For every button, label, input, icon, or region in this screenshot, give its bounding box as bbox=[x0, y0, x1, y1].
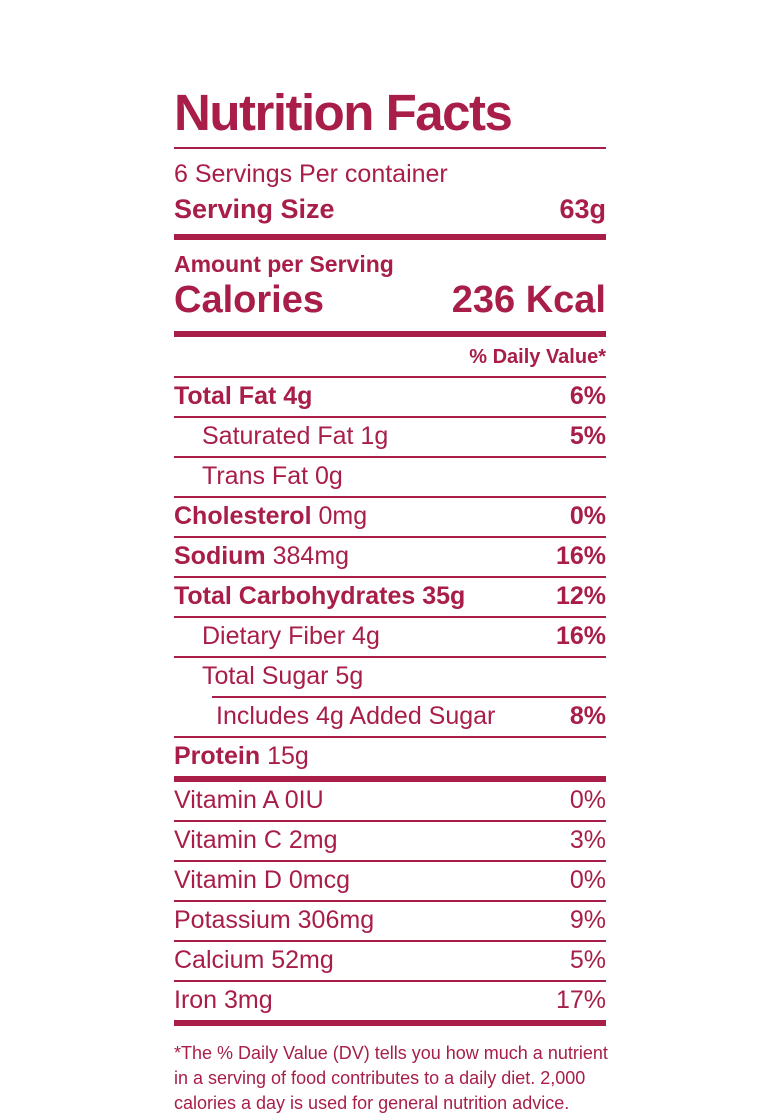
servings-per-container: 6 Servings Per container bbox=[174, 159, 448, 188]
row-divider bbox=[174, 575, 606, 578]
nutrient-row: Includes 4g Added Sugar 8% bbox=[174, 698, 606, 736]
footnote-line: in a serving of food contributes to a da… bbox=[174, 1067, 586, 1088]
divider-under-dv-header bbox=[174, 375, 606, 378]
nutrient-name: Dietary Fiber 4g bbox=[202, 622, 380, 651]
nutrient-daily-value: 6% bbox=[569, 381, 606, 410]
nutrient-daily-value: 0% bbox=[569, 501, 606, 530]
micronutrient-daily-value: 17% bbox=[555, 985, 606, 1014]
amount-per-serving-label: Amount per Serving bbox=[174, 250, 394, 277]
row-divider bbox=[174, 415, 606, 418]
nutrient-row: Total Sugar 5g bbox=[174, 658, 606, 696]
nutrient-name-regular: Includes 4g Added Sugar bbox=[216, 701, 496, 730]
row-divider bbox=[174, 819, 606, 822]
nutrients-table: Total Fat 4g 6% Saturated Fat 1g 5% Trans Fa… bbox=[174, 378, 606, 776]
serving-size-value: 63g bbox=[559, 193, 606, 224]
divider-under-title bbox=[174, 146, 606, 149]
nutrient-name: Includes 4g Added Sugar bbox=[216, 702, 495, 731]
nutrient-daily-value: 12% bbox=[555, 581, 606, 610]
micronutrient-name: Vitamin C 2mg bbox=[174, 825, 338, 854]
nutrient-row: Saturated Fat 1g 5% bbox=[174, 418, 606, 456]
row-divider bbox=[174, 615, 606, 618]
nutrient-name: Cholesterol 0mg bbox=[174, 502, 367, 531]
nutrient-name-bold: Sodium bbox=[174, 541, 266, 570]
micronutrient-row: Vitamin A 0IU 0% bbox=[174, 782, 606, 820]
nutrient-row: Protein 15g bbox=[174, 738, 606, 776]
nutrient-daily-value: 5% bbox=[569, 421, 606, 450]
daily-value-header: % Daily Value* bbox=[469, 345, 606, 368]
nutrient-row: Trans Fat 0g bbox=[174, 458, 606, 496]
row-divider bbox=[174, 899, 606, 902]
micronutrient-daily-value: 5% bbox=[569, 945, 606, 974]
nutrient-row: Total Fat 4g 6% bbox=[174, 378, 606, 416]
nutrient-daily-value: 16% bbox=[555, 621, 606, 650]
thick-divider-calories bbox=[174, 330, 606, 337]
row-divider bbox=[174, 535, 606, 538]
micronutrient-row: Vitamin C 2mg 3% bbox=[174, 822, 606, 860]
nutrient-name: Sodium 384mg bbox=[174, 542, 349, 571]
nutrient-row: Sodium 384mg 16% bbox=[174, 538, 606, 576]
nutrient-name-regular: 384mg bbox=[265, 541, 350, 570]
nutrient-row: Cholesterol 0mg 0% bbox=[174, 498, 606, 536]
micronutrient-row: Vitamin D 0mcg 0% bbox=[174, 862, 606, 900]
row-divider bbox=[174, 655, 606, 658]
row-divider bbox=[212, 695, 606, 698]
nutrient-name-regular: Saturated Fat 1g bbox=[202, 421, 389, 450]
micronutrient-name: Potassium 306mg bbox=[174, 905, 375, 934]
micronutrient-daily-value: 0% bbox=[569, 865, 606, 894]
label-title: Nutrition Facts bbox=[174, 84, 513, 141]
nutrient-daily-value: 8% bbox=[569, 701, 606, 730]
nutrient-name: Trans Fat 0g bbox=[202, 462, 343, 491]
nutrient-row: Dietary Fiber 4g 16% bbox=[174, 618, 606, 656]
nutrient-name: Protein 15g bbox=[174, 742, 309, 771]
footnote-line: *The % Daily Value (DV) tells you how mu… bbox=[174, 1042, 608, 1063]
micronutrient-daily-value: 0% bbox=[569, 785, 606, 814]
micronutrient-name: Vitamin D 0mcg bbox=[174, 865, 350, 894]
nutrient-name-regular: 15g bbox=[260, 741, 309, 770]
micronutrient-row: Iron 3mg 17% bbox=[174, 982, 606, 1020]
footnote: *The % Daily Value (DV) tells you how mu… bbox=[174, 1041, 608, 1116]
micronutrient-row: Calcium 52mg 5% bbox=[174, 942, 606, 980]
calories-label: Calories bbox=[174, 278, 324, 321]
nutrient-name-regular: Dietary Fiber 4g bbox=[202, 621, 380, 650]
thick-divider-bottom bbox=[174, 1019, 606, 1026]
nutrient-name-bold: Total Fat 4g bbox=[174, 381, 313, 410]
calories-row: Calories 236 Kcal bbox=[174, 279, 606, 322]
row-divider bbox=[174, 859, 606, 862]
serving-size-row: Serving Size 63g bbox=[174, 194, 606, 225]
micronutrient-name: Calcium 52mg bbox=[174, 945, 334, 974]
micronutrient-row: Potassium 306mg 9% bbox=[174, 902, 606, 940]
nutrient-name-bold: Cholesterol bbox=[174, 501, 312, 530]
nutrient-daily-value: 16% bbox=[555, 541, 606, 570]
nutrient-row: Total Carbohydrates 35g 12% bbox=[174, 578, 606, 616]
nutrient-name: Total Sugar 5g bbox=[202, 662, 363, 691]
thick-divider-serving bbox=[174, 233, 606, 240]
micronutrient-name: Iron 3mg bbox=[174, 985, 273, 1014]
row-divider bbox=[174, 735, 606, 738]
serving-size-label: Serving Size bbox=[174, 193, 335, 224]
nutrient-name-bold: Protein bbox=[174, 741, 261, 770]
nutrient-name: Total Fat 4g bbox=[174, 382, 312, 411]
thick-divider-protein bbox=[174, 775, 606, 782]
nutrient-name: Saturated Fat 1g bbox=[202, 422, 388, 451]
nutrient-name-regular: Total Sugar 5g bbox=[202, 661, 364, 690]
micronutrient-name: Vitamin A 0IU bbox=[174, 785, 324, 814]
nutrient-name-bold: Total Carbohydrates 35g bbox=[174, 581, 466, 610]
row-divider bbox=[174, 939, 606, 942]
nutrient-name-regular: Trans Fat 0g bbox=[202, 461, 343, 490]
micronutrients-table: Vitamin A 0IU 0% Vitamin C 2mg 3% Vitamin D … bbox=[174, 782, 606, 1020]
footnote-line: calories a day is used for general nutri… bbox=[174, 1092, 570, 1113]
row-divider bbox=[174, 495, 606, 498]
micronutrient-daily-value: 3% bbox=[569, 825, 606, 854]
micronutrient-daily-value: 9% bbox=[569, 905, 606, 934]
row-divider bbox=[174, 979, 606, 982]
nutrient-name: Total Carbohydrates 35g bbox=[174, 582, 465, 611]
nutrition-facts-label: Nutrition Facts 6 Servings Per container… bbox=[174, 84, 608, 1116]
nutrient-name-regular: 0mg bbox=[311, 501, 368, 530]
row-divider bbox=[174, 455, 606, 458]
calories-value: 236 Kcal bbox=[451, 278, 606, 321]
